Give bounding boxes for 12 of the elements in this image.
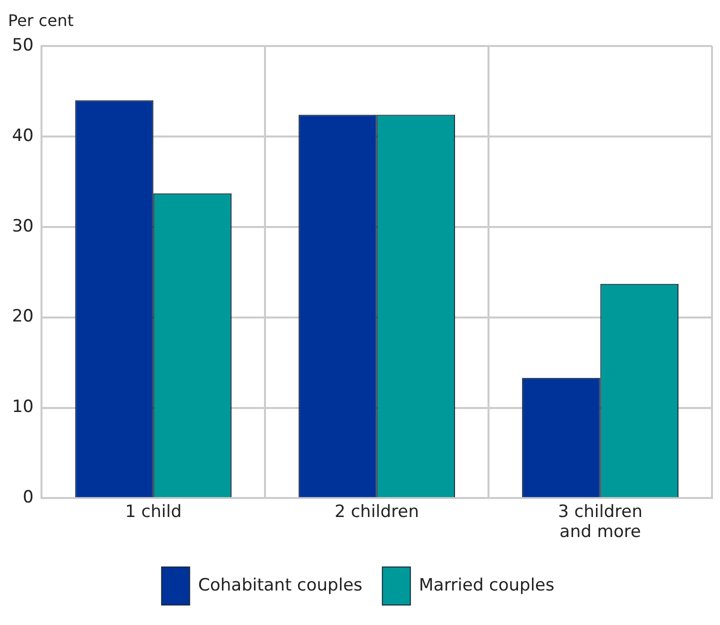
x-tick-label: 1 child — [125, 502, 182, 522]
legend-label: Married couples — [418, 575, 555, 596]
y-tick-label: 40 — [12, 126, 34, 146]
y-tick-label: 0 — [22, 488, 34, 508]
y-axis-title: Per cent — [8, 11, 74, 30]
x-tick-label: 3 children and more — [558, 502, 642, 542]
y-tick-label: 30 — [12, 216, 34, 236]
y-tick-label: 10 — [12, 397, 34, 418]
x-tick-label: 2 children — [334, 502, 420, 522]
y-tick-label: 20 — [12, 306, 34, 327]
legend-label: Cohabitant couples — [198, 575, 363, 596]
y-tick-label: 50 — [12, 35, 34, 56]
